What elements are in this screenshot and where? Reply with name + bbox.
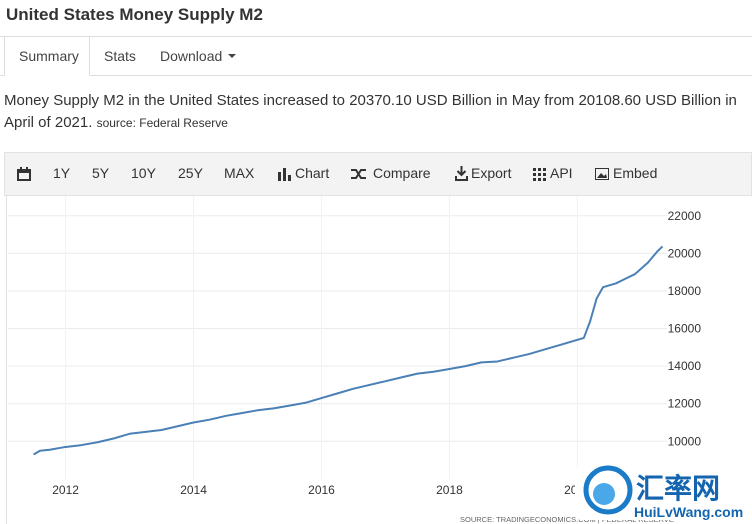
description-source: source: Federal Reserve — [96, 116, 228, 130]
description-text: Money Supply M2 in the United States inc… — [4, 92, 737, 131]
watermark-url: HuiLvWang.com — [634, 504, 743, 520]
x-tick-label: 2012 — [52, 483, 79, 497]
range-button[interactable]: 25Y — [178, 165, 203, 181]
y-tick-label: 18000 — [668, 284, 702, 298]
toolbar-button[interactable]: Compare — [373, 165, 431, 181]
active-tab-frame — [4, 36, 90, 76]
compare-icon — [351, 169, 366, 179]
range-button[interactable]: MAX — [224, 165, 255, 181]
toolbar: 1Y 5Y 10Y 25Y MAX Chart Compare Export A… — [4, 152, 752, 196]
watermark-logo — [583, 465, 633, 515]
y-tick-label: 20000 — [668, 246, 702, 260]
tab-bar: Summary Stats Download — [0, 36, 752, 76]
range-button[interactable]: 10Y — [131, 165, 156, 181]
chart-source: SOURCE: TRADINGECONOMICS.COM | FEDERAL R… — [460, 515, 674, 524]
y-tick-label: 16000 — [668, 322, 702, 336]
page-title: United States Money Supply M2 — [6, 5, 263, 24]
embed-icon — [595, 168, 609, 180]
tab[interactable]: Summary — [19, 48, 79, 64]
x-tick-label: 2018 — [436, 483, 463, 497]
y-tick-label: 14000 — [668, 359, 702, 373]
chart: 10000 12000 14000 16000 18000 20000 22000 2012 2… — [6, 196, 752, 524]
description: Money Supply M2 in the United States inc… — [4, 90, 752, 134]
api-icon — [533, 168, 546, 181]
toolbar-button[interactable]: API — [550, 165, 573, 181]
toolbar-button[interactable]: Chart — [295, 165, 330, 181]
chart-icon — [278, 168, 291, 181]
data-line — [33, 245, 664, 456]
range-button[interactable]: 5Y — [92, 165, 110, 181]
export-icon — [455, 166, 468, 181]
y-tick-label: 10000 — [668, 434, 702, 448]
toolbar-button[interactable]: Embed — [613, 165, 658, 181]
calendar-icon[interactable] — [17, 167, 31, 181]
toolbar-button[interactable]: Export — [471, 165, 512, 181]
tab[interactable]: Stats — [104, 48, 136, 64]
y-tick-label: 12000 — [668, 397, 702, 411]
tab[interactable]: Download — [160, 48, 223, 64]
watermark-logo-inner — [593, 483, 615, 505]
range-button[interactable]: 1Y — [53, 165, 71, 181]
x-tick-label: 2016 — [308, 483, 335, 497]
watermark-text: 汇率网 — [636, 472, 720, 504]
x-tick-label: 2014 — [180, 483, 207, 497]
dropdown-caret — [228, 54, 236, 58]
y-tick-label: 22000 — [668, 209, 702, 223]
